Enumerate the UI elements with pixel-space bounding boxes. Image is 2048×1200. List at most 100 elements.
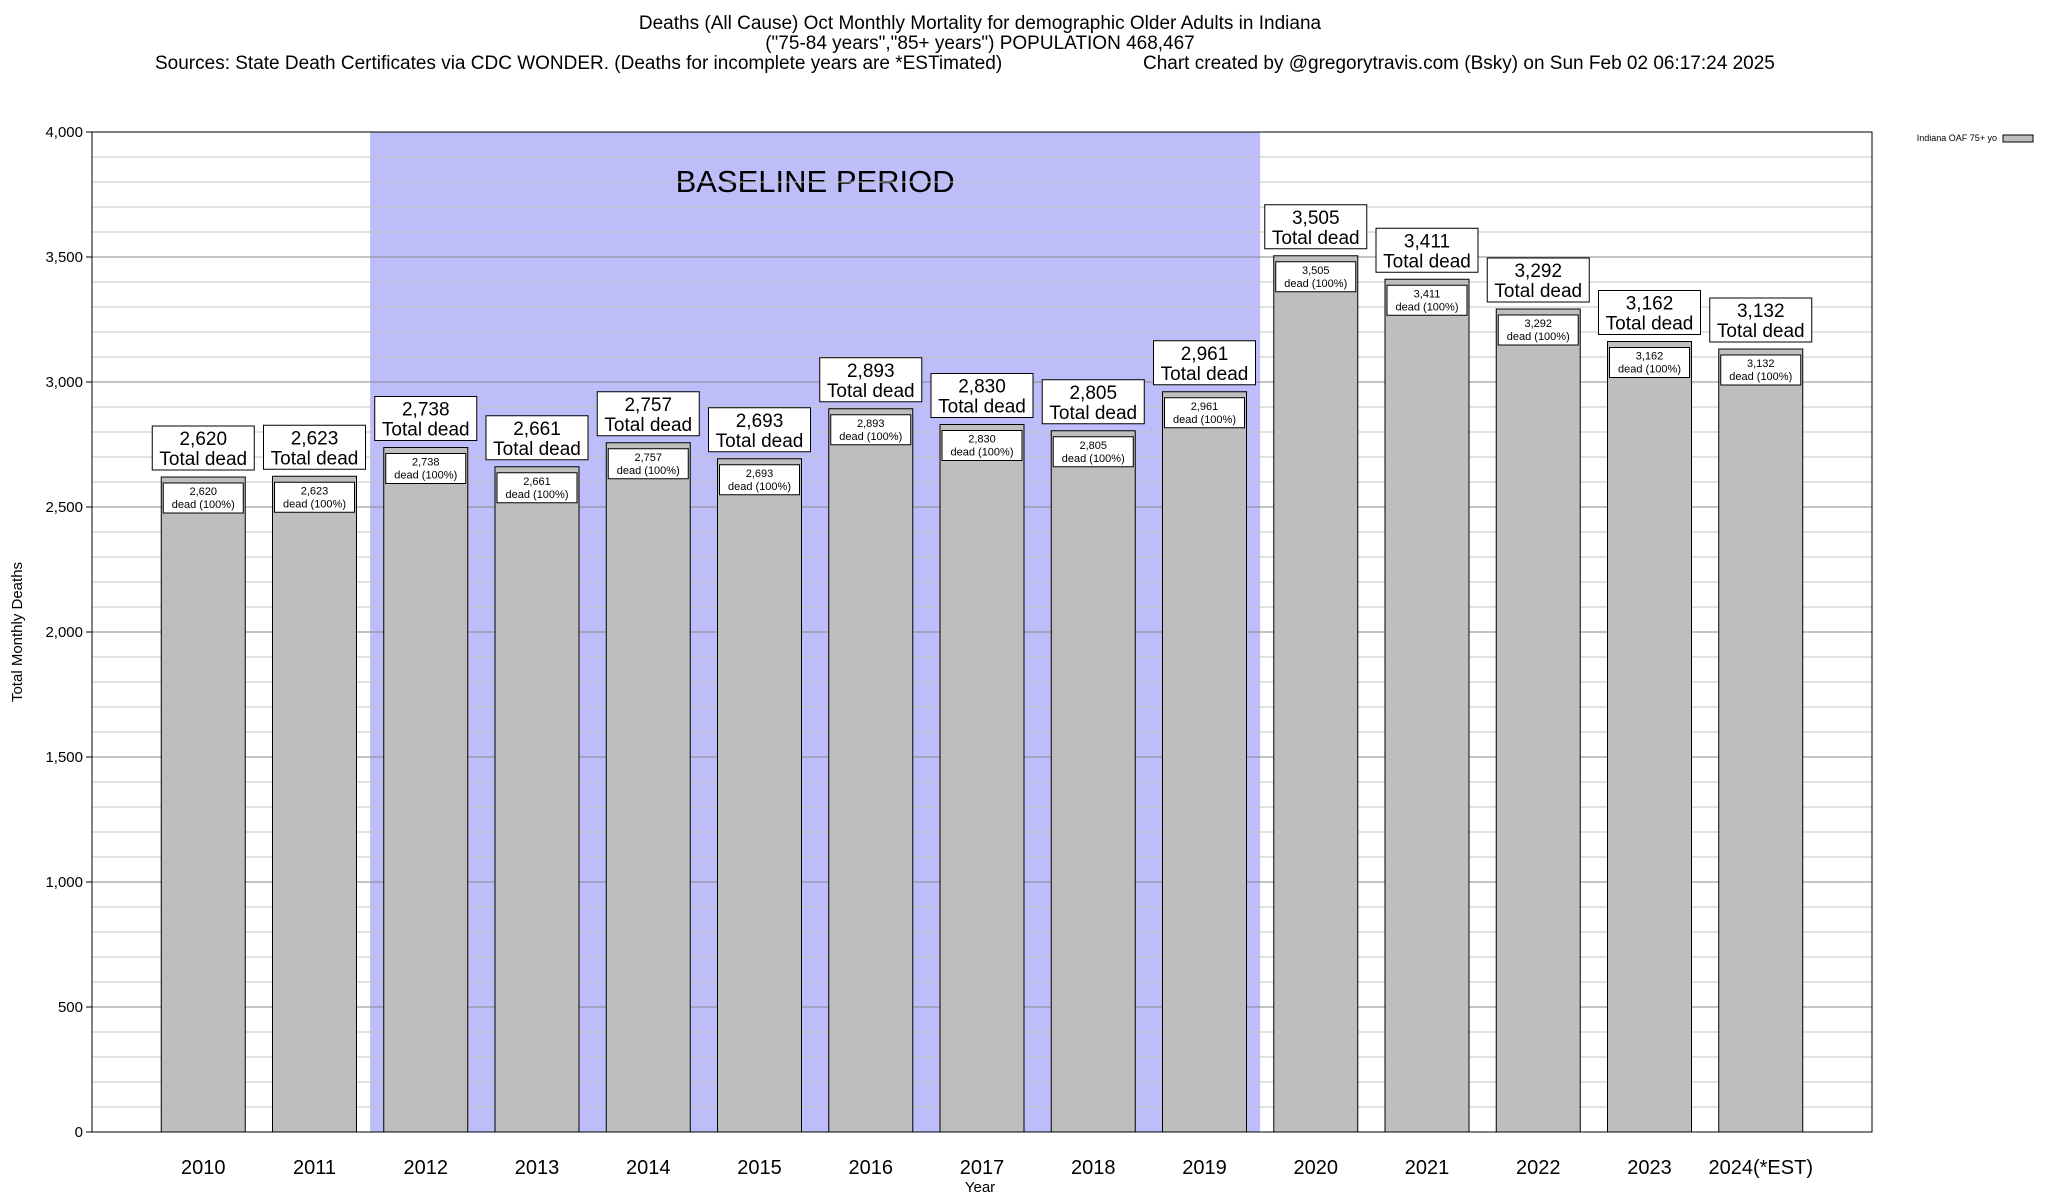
inner-label-box [1052, 436, 1134, 468]
x-tick-label: 2011 [293, 1157, 336, 1179]
chart-credit: Chart created by @gregorytravis.com (Bsk… [1143, 53, 1775, 74]
top-value-label: 3,411 [1404, 231, 1450, 252]
inner-value-label: 3,505 [1302, 265, 1330, 277]
inner-label-box [607, 448, 689, 480]
top-total-dead-label: Total dead [382, 420, 470, 441]
x-tick-label: 2018 [1071, 1157, 1116, 1179]
bar [939, 424, 1025, 1133]
inner-label-box [941, 430, 1023, 461]
x-tick-label: 2020 [1294, 1157, 1339, 1179]
inner-dead-label: dead (100%) [1729, 371, 1792, 383]
x-tick-label: 2023 [1627, 1157, 1672, 1179]
top-label-box [708, 407, 811, 453]
top-value-label: 2,830 [958, 377, 1006, 398]
x-tick-label: 2014 [626, 1157, 671, 1179]
bar [160, 476, 246, 1133]
top-label-box [819, 357, 923, 403]
top-total-dead-label: Total dead [716, 431, 804, 452]
inner-dead-label: dead (100%) [1618, 364, 1681, 376]
y-tick-label: 1,000 [45, 874, 83, 891]
inner-label-box [1386, 284, 1468, 316]
x-tick-label: 2015 [737, 1157, 782, 1179]
inner-value-label: 2,623 [301, 485, 329, 497]
x-tick-label: 2010 [181, 1157, 226, 1179]
y-tick-label: 1,500 [45, 749, 83, 766]
inner-label-box [1720, 354, 1802, 386]
legend-swatch [2002, 134, 2034, 143]
top-label-box [1153, 340, 1256, 386]
inner-dead-label: dead (100%) [951, 447, 1014, 459]
top-value-label: 3,132 [1737, 301, 1785, 322]
y-tick-label: 4,000 [45, 124, 83, 141]
top-label-box [930, 373, 1034, 418]
inner-dead-label: dead (100%) [728, 481, 791, 493]
chart-title-line1: Deaths (All Cause) Oct Monthly Mortality… [638, 13, 1322, 34]
inner-dead-label: dead (100%) [394, 470, 457, 482]
top-total-dead-label: Total dead [1606, 314, 1694, 335]
top-total-dead-label: Total dead [1161, 364, 1249, 385]
top-label-box [1486, 257, 1590, 303]
inner-label-box [496, 472, 578, 504]
inner-dead-label: dead (100%) [1062, 453, 1125, 465]
top-value-label: 2,620 [179, 429, 227, 450]
top-value-label: 3,292 [1514, 261, 1562, 282]
top-total-dead-label: Total dead [604, 415, 692, 436]
axis-layer: 2010 2011 2012 2013 2014 2015 2016 2017 2018 2019… [9, 124, 1873, 1196]
top-total-dead-label: Total dead [159, 449, 247, 470]
inner-dead-label: dead (100%) [617, 465, 680, 477]
inner-dead-label: dead (100%) [839, 431, 902, 443]
x-tick-label: 2022 [1516, 1157, 1561, 1179]
top-value-label: 2,961 [1181, 344, 1229, 365]
inner-value-label: 2,693 [746, 468, 774, 480]
inner-value-label: 2,961 [1191, 401, 1219, 413]
inner-value-label: 2,620 [189, 486, 217, 498]
bar [717, 458, 802, 1133]
top-total-dead-label: Total dead [1717, 321, 1805, 342]
bar [1495, 308, 1581, 1133]
bar [828, 408, 914, 1133]
y-axis-title: Total Monthly Deaths [9, 562, 26, 702]
bar [1162, 391, 1247, 1133]
y-tick-label: 0 [75, 1124, 83, 1141]
top-label-box [263, 424, 366, 470]
inner-value-label: 2,805 [1079, 440, 1107, 452]
y-tick-label: 2,500 [45, 499, 83, 516]
inner-value-label: 3,292 [1524, 318, 1552, 330]
x-tick-label: 2019 [1182, 1157, 1227, 1179]
top-value-label: 2,757 [624, 395, 672, 416]
inner-value-label: 3,132 [1747, 358, 1775, 370]
bar [1050, 430, 1136, 1133]
top-total-dead-label: Total dead [1049, 403, 1137, 424]
top-label-box [596, 391, 700, 437]
top-value-label: 3,162 [1626, 294, 1674, 315]
inner-value-label: 3,411 [1414, 288, 1441, 300]
chart-title-line2: ("75-84 years","85+ years") POPULATION 4… [765, 33, 1195, 54]
inner-dead-label: dead (100%) [283, 498, 346, 510]
top-total-dead-label: Total dead [1272, 228, 1360, 249]
top-total-dead-label: Total dead [827, 381, 915, 402]
y-tick-label: 3,500 [45, 249, 83, 266]
x-tick-label: 2024(*EST) [1709, 1157, 1814, 1179]
x-tick-label: 2021 [1405, 1157, 1450, 1179]
top-value-label: 2,623 [291, 428, 339, 449]
top-total-dead-label: Total dead [1383, 251, 1471, 272]
y-tick-label: 2,000 [45, 624, 83, 641]
bar [1273, 255, 1359, 1133]
inner-label-box [1275, 261, 1357, 293]
inner-label-box [1497, 314, 1579, 346]
chart-sources: Sources: State Death Certificates via CD… [155, 53, 1003, 74]
inner-dead-label: dead (100%) [1396, 301, 1459, 313]
inner-dead-label: dead (100%) [1284, 278, 1347, 290]
top-label-box [1709, 297, 1813, 343]
inner-value-label: 2,830 [968, 434, 996, 446]
bar [1607, 341, 1692, 1133]
inner-label-box [274, 481, 355, 513]
inner-label-box [385, 453, 467, 484]
x-axis-title: Year [965, 1179, 995, 1196]
top-value-label: 2,693 [736, 411, 784, 432]
legend-label: Indiana OAF 75+ yo [1917, 133, 1997, 143]
bar [494, 466, 580, 1133]
top-label-box [151, 425, 255, 471]
inner-value-label: 2,738 [412, 457, 440, 469]
